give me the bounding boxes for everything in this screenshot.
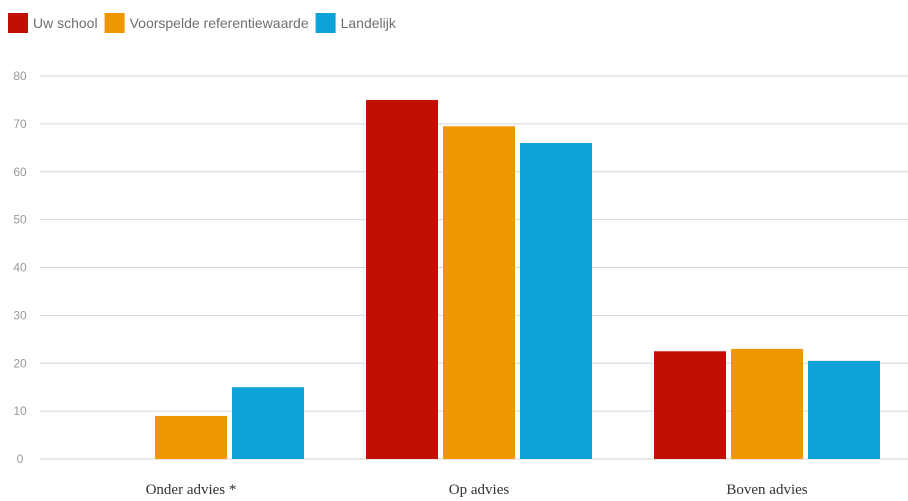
y-tick-label: 10 xyxy=(13,404,27,418)
y-tick-label: 30 xyxy=(13,308,27,322)
bar-uw-school-2 xyxy=(654,351,726,459)
bar-landelijk-2 xyxy=(808,360,880,459)
y-tick-label: 70 xyxy=(13,117,27,131)
bars xyxy=(155,99,880,460)
y-axis-ticks: 0 10 20 30 40 50 60 70 80 xyxy=(13,69,27,466)
bar-landelijk-1 xyxy=(520,143,592,459)
legend-label: Uw school xyxy=(33,15,98,31)
legend: Uw school Voorspelde referentiewaarde Land… xyxy=(8,13,397,33)
y-tick-label: 60 xyxy=(13,165,27,179)
y-tick-label: 40 xyxy=(13,261,27,275)
x-category-label: Boven advies xyxy=(726,482,807,498)
x-category-label: Onder advies * xyxy=(146,482,237,498)
y-tick-label: 80 xyxy=(13,69,27,83)
y-tick-label: 0 xyxy=(17,452,24,466)
y-tick-label: 50 xyxy=(13,213,27,227)
x-category-label: Op advies xyxy=(449,482,510,498)
y-tick-label: 20 xyxy=(13,356,27,370)
legend-swatch xyxy=(315,13,336,33)
bar-voorspelde-referentiewaarde-2 xyxy=(731,348,803,459)
x-axis-labels: Onder advies * Op advies Boven advies xyxy=(146,482,808,498)
bar-uw-school-1 xyxy=(366,99,438,459)
bar-voorspelde-referentiewaarde-0 xyxy=(155,415,227,459)
bar-voorspelde-referentiewaarde-1 xyxy=(443,126,515,460)
bar-landelijk-0 xyxy=(232,387,304,459)
legend-label: Landelijk xyxy=(341,15,397,31)
legend-swatch xyxy=(104,13,125,33)
legend-swatch xyxy=(8,13,28,33)
legend-label: Voorspelde referentiewaarde xyxy=(130,15,309,31)
